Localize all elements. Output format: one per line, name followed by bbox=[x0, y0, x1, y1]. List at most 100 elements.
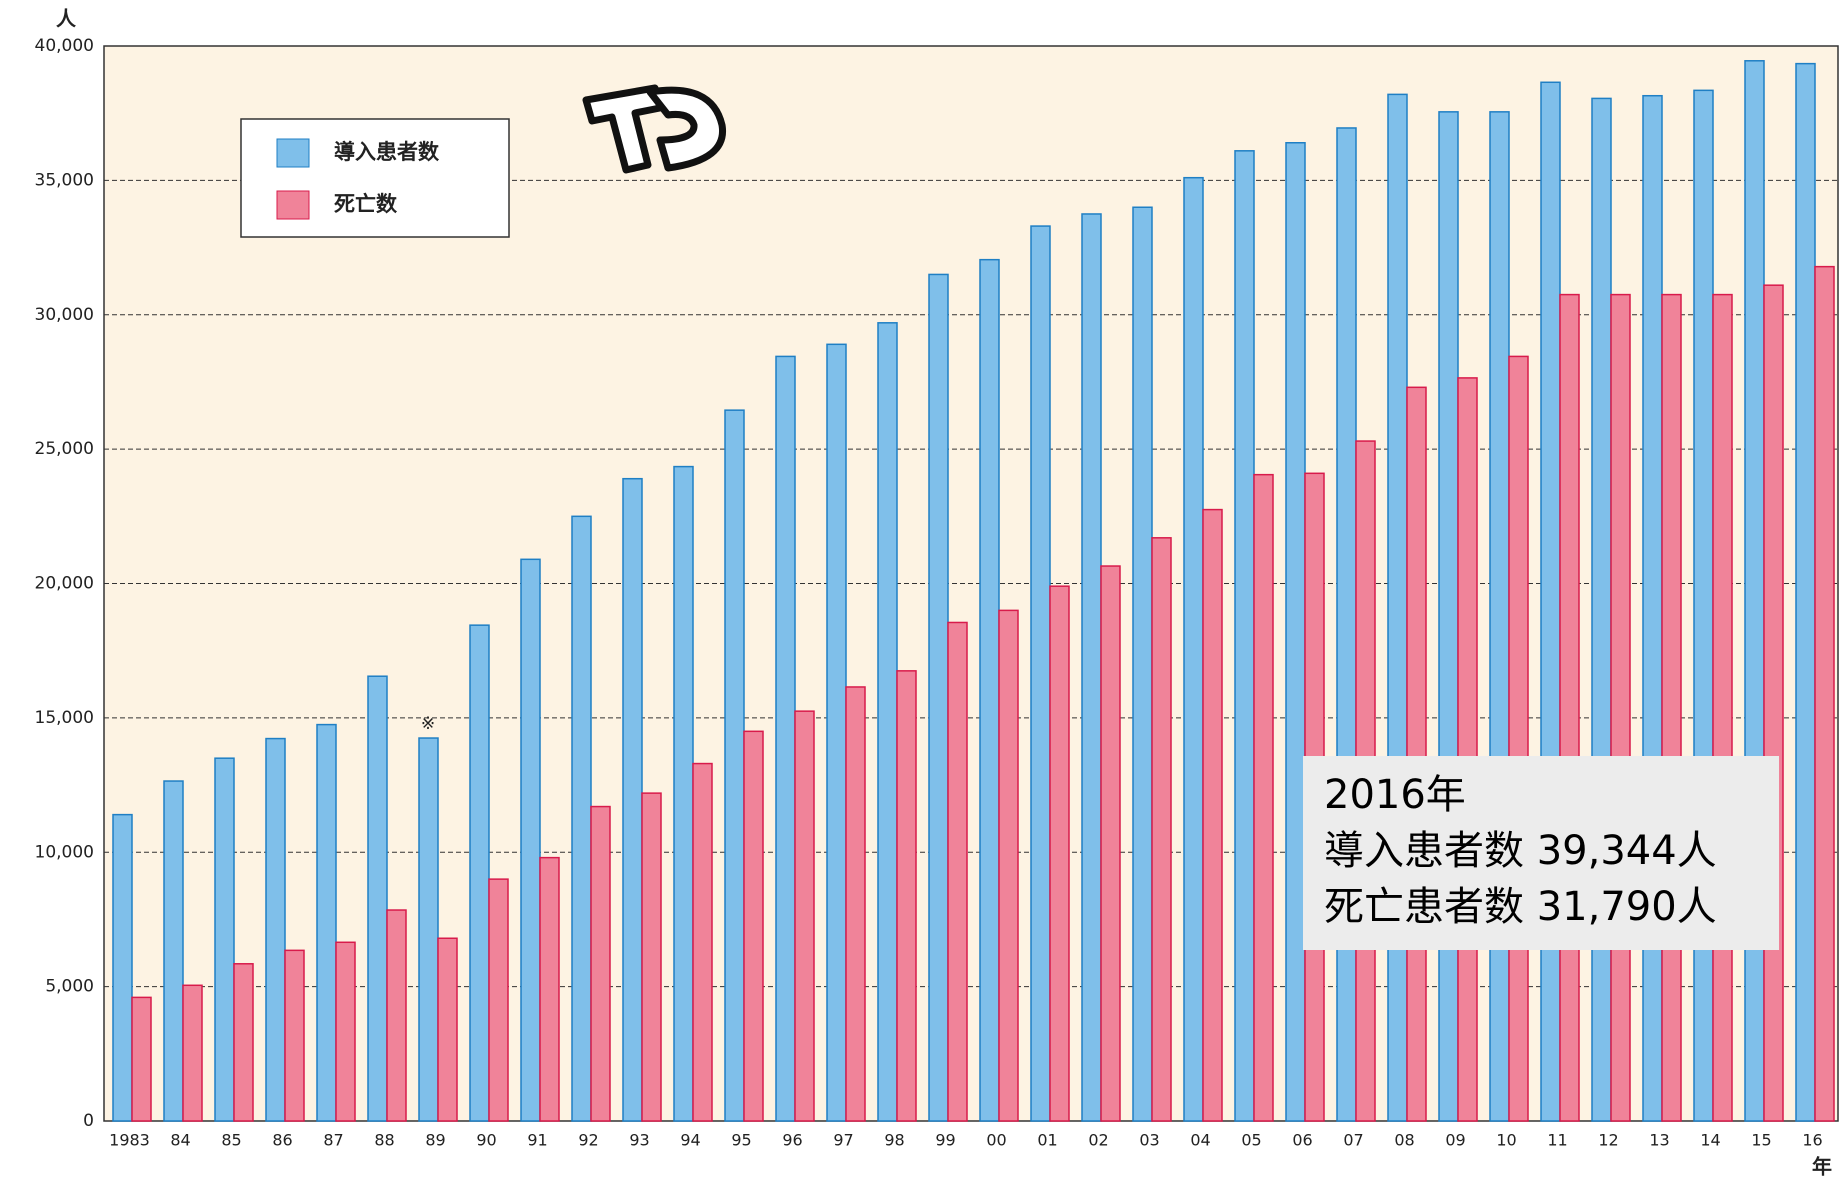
y-tick-label: 20,000 bbox=[35, 574, 94, 594]
bar bbox=[1540, 81, 1561, 1122]
bar bbox=[520, 558, 541, 1122]
bar bbox=[1693, 89, 1714, 1122]
legend-swatch bbox=[276, 190, 310, 220]
x-tick-label: 14 bbox=[1700, 1131, 1720, 1150]
bar bbox=[1202, 508, 1223, 1122]
bar bbox=[1132, 206, 1153, 1122]
bar bbox=[877, 322, 898, 1122]
bar bbox=[539, 856, 560, 1122]
x-tick-label: 92 bbox=[578, 1131, 598, 1150]
note-mark: ※ bbox=[421, 714, 435, 734]
bar bbox=[673, 465, 694, 1122]
y-tick-label: 0 bbox=[83, 1111, 94, 1131]
y-tick-label: 30,000 bbox=[35, 305, 94, 325]
bar bbox=[112, 813, 133, 1122]
y-tick-label: 5,000 bbox=[45, 977, 94, 997]
bar bbox=[896, 670, 917, 1122]
x-tick-label: 16 bbox=[1802, 1131, 1822, 1150]
bar bbox=[1030, 225, 1051, 1122]
bar bbox=[233, 963, 254, 1122]
x-tick-label: 85 bbox=[221, 1131, 241, 1150]
bar bbox=[590, 805, 611, 1122]
y-tick-label: 35,000 bbox=[35, 170, 94, 190]
x-tick-label: 90 bbox=[476, 1131, 496, 1150]
bar bbox=[284, 949, 305, 1122]
bar bbox=[1336, 127, 1357, 1122]
x-tick-label: 91 bbox=[527, 1131, 547, 1150]
bar bbox=[743, 730, 764, 1122]
x-tick-label: 1983 bbox=[109, 1131, 150, 1150]
y-tick-label: 10,000 bbox=[35, 842, 94, 862]
bar bbox=[1508, 355, 1529, 1122]
bar bbox=[1234, 150, 1255, 1122]
bar bbox=[367, 675, 388, 1122]
annotation-box bbox=[1303, 756, 1779, 950]
bar bbox=[386, 909, 407, 1122]
bar bbox=[641, 792, 662, 1122]
bar bbox=[1438, 111, 1459, 1122]
y-tick-label: 25,000 bbox=[35, 439, 94, 459]
annotation-line: 導入患者数 39,344人 bbox=[1324, 828, 1717, 874]
y-tick-label: 15,000 bbox=[35, 708, 94, 728]
bar bbox=[335, 941, 356, 1122]
bar bbox=[1285, 142, 1306, 1122]
bar bbox=[1661, 293, 1682, 1122]
bar bbox=[1763, 284, 1784, 1122]
bar bbox=[265, 737, 286, 1122]
x-unit: 年 bbox=[1812, 1155, 1832, 1179]
bar bbox=[826, 343, 847, 1122]
bar bbox=[1744, 60, 1765, 1122]
bar bbox=[1151, 537, 1172, 1122]
bar bbox=[1795, 62, 1816, 1122]
bar bbox=[1049, 585, 1070, 1122]
bar bbox=[1814, 265, 1835, 1122]
x-tick-label: 94 bbox=[680, 1131, 700, 1150]
y-unit: 人 bbox=[56, 7, 77, 31]
bar bbox=[1183, 176, 1204, 1122]
x-tick-label: 05 bbox=[1241, 1131, 1261, 1150]
legend: 導入患者数 死亡数 bbox=[240, 118, 510, 238]
bar bbox=[469, 624, 490, 1122]
bar bbox=[437, 937, 458, 1122]
logo bbox=[582, 84, 727, 174]
x-tick-label: 89 bbox=[425, 1131, 445, 1150]
x-tick-label: 15 bbox=[1751, 1131, 1771, 1150]
bar bbox=[1591, 97, 1612, 1122]
x-tick-label: 87 bbox=[323, 1131, 343, 1150]
bar bbox=[418, 737, 439, 1122]
bar bbox=[1610, 293, 1631, 1122]
x-tick-label: 09 bbox=[1445, 1131, 1465, 1150]
y-tick-label: 40,000 bbox=[35, 36, 94, 56]
bar bbox=[1642, 94, 1663, 1122]
bar bbox=[928, 273, 949, 1122]
bar bbox=[724, 409, 745, 1122]
bar bbox=[947, 621, 968, 1122]
bar bbox=[571, 515, 592, 1122]
x-tick-label: 11 bbox=[1547, 1131, 1567, 1150]
bar bbox=[1253, 473, 1274, 1122]
x-tick-label: 13 bbox=[1649, 1131, 1669, 1150]
bar bbox=[622, 477, 643, 1122]
x-tick-label: 98 bbox=[884, 1131, 904, 1150]
x-tick-label: 95 bbox=[731, 1131, 751, 1150]
x-tick-label: 97 bbox=[833, 1131, 853, 1150]
x-tick-label: 02 bbox=[1088, 1131, 1108, 1150]
bar bbox=[979, 258, 1000, 1122]
bar bbox=[845, 686, 866, 1122]
legend-swatch bbox=[276, 138, 310, 168]
annotation-line: 死亡患者数 31,790人 bbox=[1324, 884, 1717, 930]
bar bbox=[1712, 293, 1733, 1122]
bar bbox=[1559, 293, 1580, 1122]
bar bbox=[214, 757, 235, 1122]
legend-label: 導入患者数 bbox=[334, 140, 440, 164]
annotation-line: 2016年 bbox=[1324, 772, 1466, 818]
x-tick-label: 08 bbox=[1394, 1131, 1414, 1150]
x-tick-label: 03 bbox=[1139, 1131, 1159, 1150]
x-tick-label: 07 bbox=[1343, 1131, 1363, 1150]
logo-d bbox=[646, 86, 727, 172]
bar bbox=[1081, 213, 1102, 1122]
x-tick-label: 01 bbox=[1037, 1131, 1057, 1150]
bar bbox=[998, 609, 1019, 1122]
bar bbox=[316, 723, 337, 1122]
x-tick-label: 93 bbox=[629, 1131, 649, 1150]
